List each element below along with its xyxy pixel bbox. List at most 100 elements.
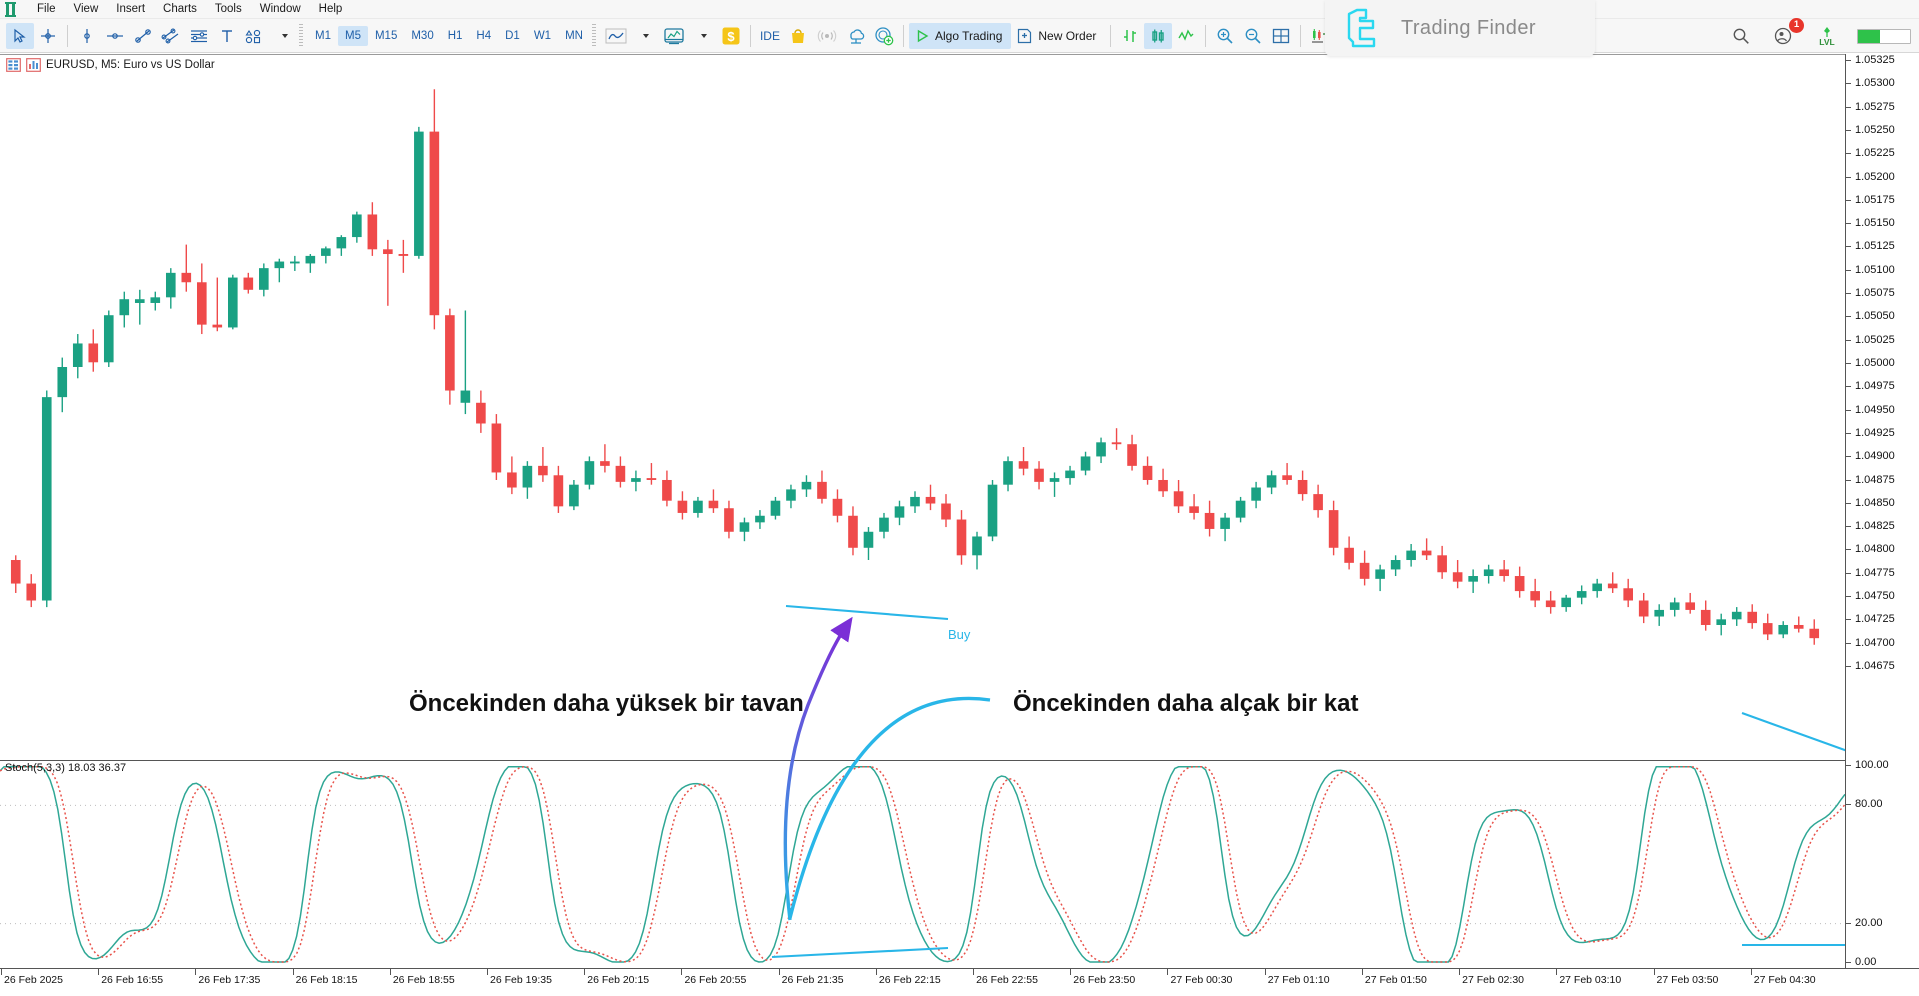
toolbar-grip-2[interactable] bbox=[591, 23, 596, 48]
shapes-dropdown-icon[interactable] bbox=[269, 23, 297, 49]
menu-view[interactable]: View bbox=[73, 3, 99, 15]
lvl-icon[interactable]: LVL bbox=[1811, 23, 1843, 49]
price-tick-label: 1.04750 bbox=[1855, 590, 1895, 603]
time-tick bbox=[681, 969, 683, 975]
stoch-tick-label: 80.00 bbox=[1855, 798, 1883, 811]
candle bbox=[1793, 616, 1804, 633]
time-tick bbox=[195, 969, 197, 975]
algo-trading-button[interactable]: Algo Trading bbox=[908, 22, 1012, 49]
candle bbox=[925, 484, 936, 511]
time-tick-label: 26 Feb 18:55 bbox=[392, 974, 455, 986]
shapes-icon[interactable] bbox=[241, 23, 269, 49]
time-tick-label: 27 Feb 03:50 bbox=[1656, 974, 1719, 986]
candle bbox=[10, 555, 21, 593]
candle bbox=[817, 470, 827, 504]
menu-charts[interactable]: Charts bbox=[163, 3, 197, 15]
price-tick bbox=[1846, 619, 1851, 621]
line-chart-mode-icon[interactable] bbox=[1172, 23, 1200, 49]
line-chart-dropdown-icon[interactable] bbox=[631, 23, 659, 49]
dollar-icon[interactable]: $ bbox=[717, 23, 745, 49]
time-tick-label: 27 Feb 01:10 bbox=[1267, 974, 1330, 986]
price-tick-label: 1.04900 bbox=[1855, 450, 1895, 463]
algo-trading-label: Algo Trading bbox=[934, 28, 1003, 43]
text-icon[interactable] bbox=[213, 23, 241, 49]
candle bbox=[460, 310, 471, 415]
timeframe-d1[interactable]: D1 bbox=[505, 29, 520, 42]
candle bbox=[1220, 512, 1230, 542]
vertical-line-icon[interactable] bbox=[73, 23, 101, 49]
fibonacci-icon[interactable] bbox=[185, 23, 213, 49]
candle bbox=[57, 357, 68, 413]
line-chart-icon[interactable] bbox=[601, 23, 631, 49]
price-tick-label: 1.04825 bbox=[1855, 520, 1895, 533]
candle bbox=[274, 258, 285, 283]
candle bbox=[1018, 447, 1029, 476]
timeframe-m5[interactable]: M5 bbox=[337, 25, 368, 46]
bar-chart-icon[interactable] bbox=[1116, 23, 1144, 49]
signals-icon[interactable] bbox=[812, 23, 842, 49]
search-icon[interactable] bbox=[1727, 23, 1755, 49]
candle bbox=[1623, 578, 1633, 608]
notifications-icon[interactable]: 1 bbox=[1769, 18, 1804, 49]
crosshair-icon[interactable] bbox=[34, 23, 62, 49]
menu-tools[interactable]: Tools bbox=[214, 3, 242, 15]
level-progress-bar bbox=[1857, 28, 1911, 44]
new-order-button[interactable]: New Order bbox=[1011, 23, 1105, 49]
timeframe-h1[interactable]: H1 bbox=[447, 29, 463, 42]
copy-trading-icon[interactable] bbox=[870, 23, 898, 49]
timeframe-w1[interactable]: W1 bbox=[533, 29, 552, 42]
candle bbox=[1514, 566, 1525, 598]
chart-window-icon[interactable] bbox=[26, 58, 41, 72]
candle bbox=[941, 494, 951, 528]
market-bag-icon[interactable] bbox=[784, 23, 812, 49]
price-downtrend-line bbox=[1741, 712, 1854, 754]
menu-help[interactable]: Help bbox=[318, 3, 343, 15]
price-chart-pane[interactable] bbox=[0, 54, 1854, 760]
time-tick-label: 27 Feb 02:30 bbox=[1462, 974, 1524, 986]
timeframe-mn[interactable]: MN bbox=[565, 29, 583, 42]
new-order-label: New Order bbox=[1038, 28, 1097, 43]
time-tick-label: 26 Feb 20:55 bbox=[684, 974, 747, 986]
candlestick-chart-icon[interactable] bbox=[1144, 22, 1173, 49]
zoom-in-icon[interactable] bbox=[1211, 23, 1239, 49]
candle bbox=[1266, 470, 1277, 495]
candle bbox=[1716, 613, 1727, 636]
stochastic-indicator-pane[interactable] bbox=[0, 760, 1853, 968]
price-axis[interactable]: 1.05325 1.05300 1.05275 1.05250 1.05225 1.052… bbox=[1845, 54, 1919, 968]
timeframe-m1[interactable]: M1 bbox=[315, 29, 331, 42]
price-tick-label: 1.05275 bbox=[1855, 100, 1895, 113]
menu-window[interactable]: Window bbox=[259, 3, 301, 15]
zoom-out-icon[interactable] bbox=[1239, 23, 1267, 49]
timeframe-m30[interactable]: M30 bbox=[411, 29, 434, 42]
candle bbox=[755, 510, 765, 529]
candle bbox=[1762, 613, 1773, 641]
candle bbox=[321, 246, 331, 264]
candle bbox=[1142, 456, 1153, 485]
menu-insert[interactable]: Insert bbox=[116, 3, 146, 15]
equidistant-channel-icon[interactable] bbox=[157, 23, 185, 49]
timeframe-m15[interactable]: M15 bbox=[374, 29, 398, 42]
candle bbox=[786, 484, 796, 509]
trendline-icon[interactable] bbox=[129, 23, 157, 49]
indicators-icon[interactable] bbox=[659, 23, 689, 49]
candle bbox=[1189, 494, 1199, 520]
price-tick bbox=[1846, 316, 1851, 318]
cursor-icon[interactable] bbox=[6, 22, 34, 49]
stoch-tick bbox=[1846, 962, 1851, 963]
candle bbox=[1654, 604, 1665, 626]
candle bbox=[1111, 428, 1122, 450]
horizontal-line-icon[interactable] bbox=[101, 23, 129, 49]
ide-button[interactable]: IDE bbox=[756, 23, 784, 49]
vps-cloud-icon[interactable] bbox=[842, 23, 870, 49]
menu-file[interactable]: File bbox=[37, 3, 56, 15]
time-axis[interactable]: 26 Feb 2025 26 Feb 16:55 26 Feb 17:35 26 Fe… bbox=[0, 968, 1919, 996]
candle bbox=[1809, 619, 1820, 645]
timeframe-h4[interactable]: H4 bbox=[476, 29, 492, 42]
time-tick bbox=[875, 969, 877, 975]
market-watch-icon[interactable] bbox=[6, 58, 21, 72]
grid-icon[interactable] bbox=[1267, 23, 1295, 49]
toolbar-grip[interactable] bbox=[299, 23, 303, 48]
candle bbox=[1359, 550, 1370, 586]
stoch-tick bbox=[1846, 922, 1851, 924]
indicators-dropdown-icon[interactable] bbox=[689, 23, 717, 49]
